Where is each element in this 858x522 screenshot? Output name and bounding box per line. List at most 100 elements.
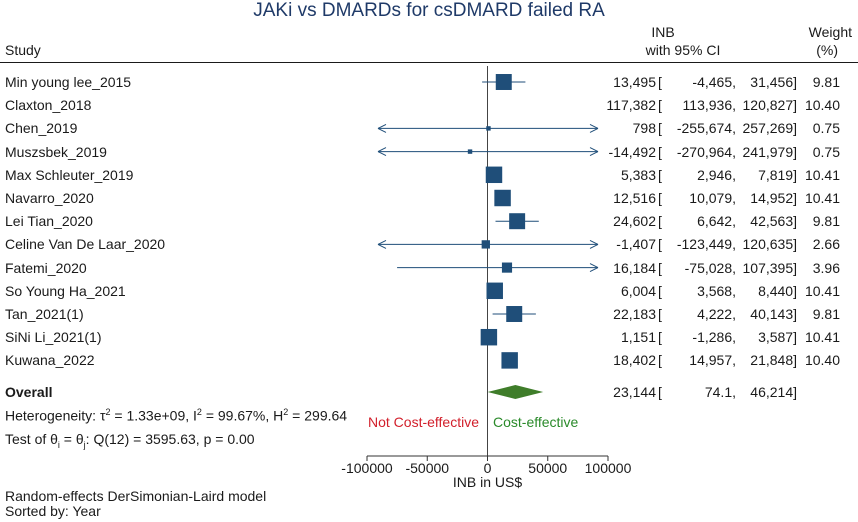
study-weight: 9.81 [812, 213, 840, 230]
cost-effective-label: Cost-effective [493, 414, 579, 430]
study-bracket: [ [658, 166, 662, 183]
study-bracket: [ [658, 97, 662, 114]
study-ci-upper: 257,269] [742, 120, 798, 137]
study-bracket: [ [658, 120, 662, 137]
study-estimate: 5,383 [620, 166, 656, 183]
x-axis-label: INB in US$ [453, 474, 522, 490]
ci-arrow-right [589, 147, 599, 157]
x-tick-label: 50000 [528, 460, 567, 476]
study-ci-upper: 120,635] [742, 236, 798, 253]
study-marker [506, 306, 523, 322]
study-ci-upper: 7,819] [758, 166, 797, 183]
study-ci-upper: 3,587] [758, 329, 797, 346]
study-estimate: 117,382 [606, 97, 656, 114]
overall-ci-lower: 74.1, [704, 384, 736, 400]
study-estimate: 13,495 [613, 74, 656, 90]
footer-model: Random-effects DerSimonian-Laird model [5, 488, 267, 504]
study-ci-lower: -270,964, [676, 143, 736, 160]
study-marker [486, 282, 503, 300]
study-ci-lower: 113,936, [682, 97, 736, 114]
study-ci-lower: 10,079, [689, 190, 736, 206]
study-marker [480, 328, 498, 346]
study-weight: 10.41 [804, 329, 840, 346]
study-name: Chen_2019 [5, 120, 78, 137]
ci-arrow-right [589, 123, 599, 133]
study-ci-upper: 21,848] [750, 352, 797, 369]
study-ci-lower: -123,449, [676, 236, 736, 253]
x-tick-label: -50000 [405, 460, 449, 476]
study-ci-lower: -255,674, [676, 120, 736, 137]
study-estimate: 16,184 [613, 259, 656, 276]
heterogeneity-test: Test of θi = θj: Q(12) = 3595.63, p = 0.… [5, 431, 255, 450]
study-name: Claxton_2018 [5, 97, 92, 114]
study-weight: 9.81 [812, 306, 840, 322]
study-marker [486, 126, 491, 131]
study-estimate: 6,004 [620, 282, 656, 299]
ci-arrow-left [377, 239, 387, 249]
ci-arrow-left [377, 147, 387, 157]
study-bracket: [ [658, 236, 662, 253]
study-ci-upper: 31,456] [750, 74, 797, 90]
study-ci-lower: 3,568, [697, 282, 736, 299]
study-weight: 9.81 [812, 74, 840, 90]
study-weight: 10.40 [804, 352, 840, 369]
study-marker [467, 149, 473, 154]
study-ci-lower: -75,028, [684, 259, 736, 276]
chart-title: JAKi vs DMARDs for csDMARD failed RA [253, 0, 605, 21]
study-ci-lower: -4,465, [692, 74, 736, 90]
study-name: So Young Ha_2021 [5, 282, 126, 299]
study-name: Fatemi_2020 [5, 259, 87, 276]
study-ci-lower: 4,222, [697, 306, 736, 322]
study-marker [481, 240, 490, 249]
ci-arrow-left [377, 123, 387, 133]
study-estimate: 12,516 [613, 190, 656, 206]
study-estimate: 22,183 [613, 306, 656, 322]
study-ci-upper: 120,827] [742, 97, 798, 114]
weight-header-line1: Weight [808, 24, 852, 40]
study-weight: 10.41 [804, 166, 840, 183]
study-marker [501, 352, 518, 369]
inb-header-line2: with 95% CI [645, 42, 721, 58]
study-weight: 2.66 [812, 236, 840, 253]
study-marker [501, 262, 513, 273]
x-tick-label: -100000 [341, 460, 393, 476]
header-rule [0, 62, 858, 63]
study-name: Kuwana_2022 [5, 352, 95, 369]
study-ci-lower: 14,957, [689, 352, 736, 369]
study-ci-upper: 40,143] [750, 306, 797, 322]
study-ci-upper: 8,440] [758, 282, 797, 299]
study-ci-lower: -1,286, [692, 329, 736, 346]
study-ci-upper: 241,979] [742, 143, 798, 160]
study-bracket: [ [658, 352, 662, 369]
study-weight: 3.96 [812, 259, 840, 276]
study-name: SiNi Li_2021(1) [5, 329, 102, 346]
study-ci-lower: 2,946, [697, 166, 736, 183]
study-ci-lower: 6,642, [697, 213, 736, 230]
study-bracket: [ [658, 259, 662, 276]
study-bracket: [ [658, 143, 662, 160]
study-ci-upper: 14,952] [750, 190, 797, 206]
study-marker [494, 189, 511, 207]
footer-sorted: Sorted by: Year [5, 503, 101, 519]
overall-ci-upper: 46,214] [750, 384, 797, 400]
x-tick-label: 100000 [585, 460, 632, 476]
ci-arrow-right [589, 239, 599, 249]
study-marker [485, 166, 503, 184]
study-weight: 0.75 [812, 120, 840, 137]
study-estimate: -1,407 [616, 236, 656, 253]
study-column-header: Study [5, 42, 41, 58]
study-name: Muszsbek_2019 [5, 143, 107, 160]
study-bracket: [ [658, 190, 662, 206]
heterogeneity-stats: Heterogeneity: τ2 = 1.33e+09, I2 = 99.67… [5, 407, 348, 424]
study-name: Min young lee_2015 [5, 74, 132, 90]
study-weight: 10.40 [804, 97, 840, 114]
study-bracket: [ [658, 74, 662, 90]
study-name: Max Schleuter_2019 [5, 166, 134, 183]
weight-header-line2: (%) [816, 42, 838, 58]
overall-diamond [487, 385, 544, 399]
ci-arrow-right [589, 263, 599, 273]
study-estimate: 18,402 [613, 352, 656, 369]
study-estimate: -14,492 [608, 143, 656, 160]
study-marker [495, 74, 512, 90]
